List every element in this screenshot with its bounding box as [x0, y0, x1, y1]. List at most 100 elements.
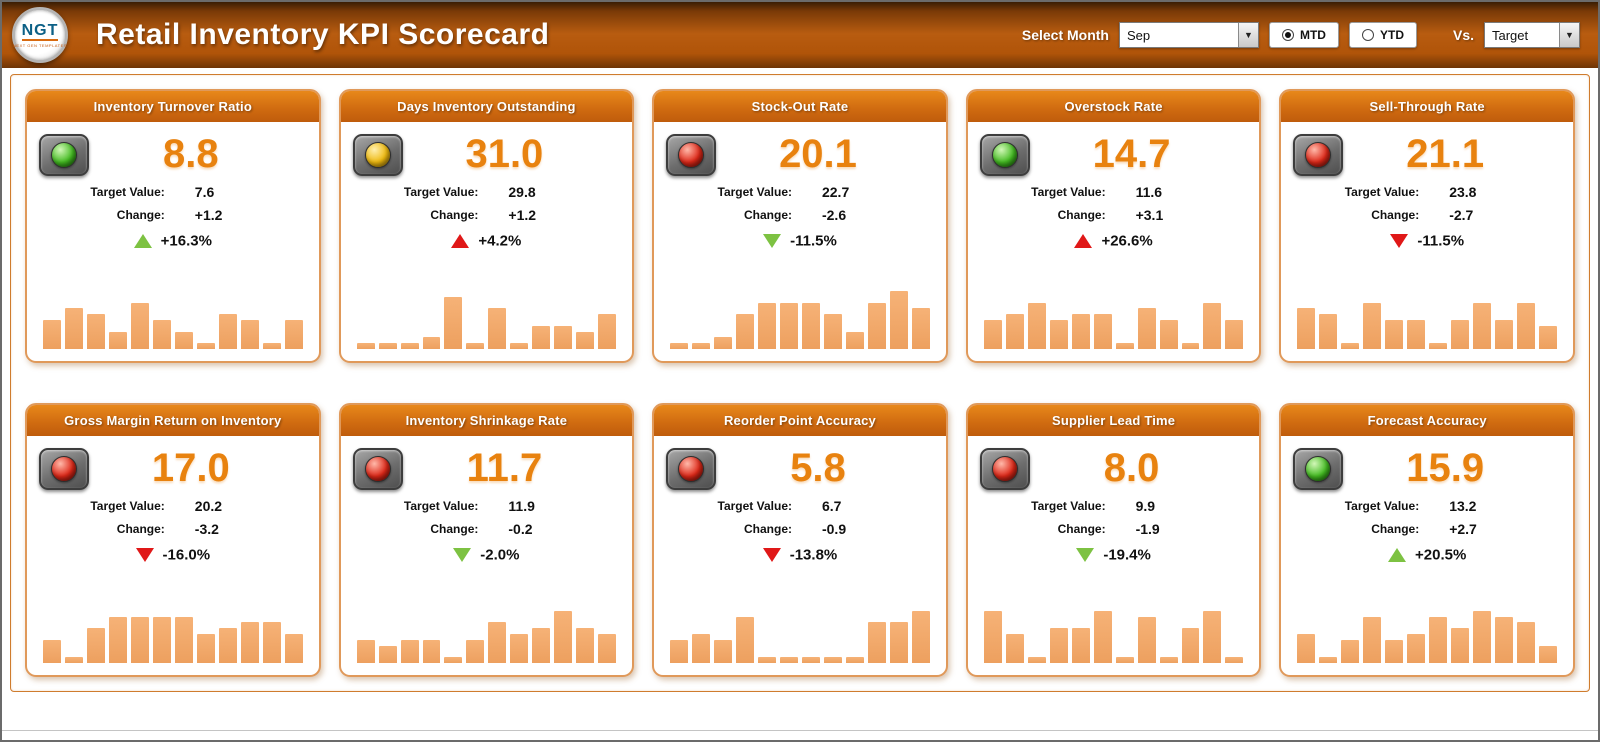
dropdown-arrow-icon[interactable]: ▼ [1237, 23, 1258, 47]
trend-percent: -16.0% [162, 546, 211, 564]
chart-bar [1137, 308, 1156, 349]
chart-bar [1341, 343, 1360, 349]
dropdown-arrow-icon[interactable]: ▼ [1559, 23, 1579, 47]
header: NGT NEXT GEN TEMPLATES Retail Inventory … [2, 2, 1598, 68]
kpi-card-body: 8.8 Target Value: 7.6 Change: +1.2 +16.3% [27, 122, 319, 361]
vs-dropdown-value: Target [1492, 27, 1529, 43]
trend-up-arrow-icon [133, 233, 152, 248]
change-value: +3.1 [1135, 207, 1164, 223]
chart-bar [1049, 628, 1068, 663]
trend-row: -11.5% [666, 232, 934, 252]
month-dropdown[interactable]: Sep ▼ [1118, 22, 1259, 48]
target-value: 6.7 [821, 498, 842, 514]
chart-bar [1363, 617, 1382, 663]
trend-up-arrow-icon [1074, 233, 1093, 248]
chart-bar [378, 343, 397, 349]
kpi-card-body: 8.0 Target Value: 9.9 Change: -1.9 -19.4% [968, 436, 1260, 675]
change-value: +1.2 [508, 207, 537, 223]
change-row: Change: -2.7 [1293, 207, 1561, 223]
ytd-radio[interactable]: YTD [1348, 22, 1417, 48]
target-value: 29.8 [508, 184, 536, 200]
chart-bar [422, 640, 441, 663]
chart-bar [466, 343, 485, 349]
kpi-card-title: Stock-Out Rate [654, 91, 946, 122]
kpi-top-row: 21.1 [1293, 132, 1561, 177]
chart-bar [1071, 628, 1090, 663]
chart-bar [152, 617, 171, 663]
chart-bar [1385, 320, 1404, 349]
chart-bar [1159, 320, 1178, 349]
select-month-label: Select Month [1021, 27, 1109, 43]
chart-bar [911, 308, 930, 349]
kpi-value: 31.0 [465, 132, 544, 176]
chart-bar [554, 326, 573, 349]
chart-bar [1407, 634, 1426, 663]
chart-bar [196, 634, 215, 663]
status-bulb-icon [678, 455, 705, 482]
chart-bar [1407, 320, 1426, 349]
mtd-radio[interactable]: MTD [1268, 22, 1339, 48]
chart-bar [576, 332, 595, 349]
chart-bar [532, 628, 551, 663]
chart-bar [130, 617, 149, 663]
chart-bar [43, 320, 61, 349]
chart-bar [488, 622, 507, 663]
radio-selected-icon [1281, 29, 1294, 41]
chart-bar [1005, 634, 1024, 663]
kpi-card: Overstock Rate 14.7 Target Value: 11.6 Chang… [965, 89, 1262, 363]
chart-bar [1495, 617, 1514, 663]
chart-bar [218, 314, 237, 349]
kpi-card: Inventory Shrinkage Rate 11.7 Target Value… [338, 403, 635, 677]
trend-percent: -11.5% [790, 232, 837, 250]
chart-bar [1093, 611, 1112, 663]
kpi-card-body: 5.8 Target Value: 6.7 Change: -0.9 -13.8% [654, 436, 946, 675]
target-label: Target Value: [717, 185, 792, 199]
mini-bar-chart [666, 605, 934, 663]
kpi-value: 17.0 [151, 446, 230, 490]
chart-bar [983, 320, 1002, 349]
status-light-red-icon [352, 447, 403, 490]
kpi-card-body: 11.7 Target Value: 11.9 Change: -0.2 -2.0% [341, 436, 633, 675]
chart-bar [1341, 640, 1360, 663]
trend-percent: -13.8% [789, 546, 838, 564]
trend-down-arrow-icon [453, 547, 472, 562]
chart-bar [554, 611, 573, 663]
chart-bar [174, 617, 193, 663]
change-row: Change: +3.1 [980, 207, 1248, 223]
logo-subtext: NEXT GEN TEMPLATES [13, 43, 67, 49]
trend-row: +4.2% [353, 232, 621, 252]
ytd-radio-label: YTD [1379, 28, 1404, 42]
chart-bar [510, 343, 529, 349]
trend-down-arrow-icon [1390, 233, 1409, 248]
change-label: Change: [1057, 522, 1106, 536]
kpi-card: Reorder Point Accuracy 5.8 Target Value: 6.… [652, 403, 948, 677]
kpi-card: Stock-Out Rate 20.1 Target Value: 22.7 Chang… [652, 89, 948, 363]
target-value: 9.9 [1135, 498, 1156, 514]
chart-bar [1385, 640, 1404, 663]
chart-bar [240, 622, 259, 663]
vs-dropdown[interactable]: Target ▼ [1484, 22, 1580, 48]
chart-bar [240, 320, 259, 349]
change-row: Change: -0.2 [353, 521, 621, 537]
target-row: Target Value: 23.8 [1293, 184, 1561, 200]
chart-bar [196, 343, 215, 349]
bottom-divider [2, 730, 1598, 731]
kpi-card: Sell-Through Rate 21.1 Target Value: 23.8 Ch… [1279, 89, 1575, 363]
chart-bar [845, 332, 864, 349]
chart-bar [488, 308, 507, 349]
chart-bar [444, 297, 463, 349]
cards-grid: Inventory Turnover Ratio 8.8 Target Value:… [25, 89, 1575, 677]
ngt-logo: NGT NEXT GEN TEMPLATES [12, 7, 68, 63]
chart-bar [1181, 343, 1200, 349]
trend-row: -19.4% [980, 546, 1248, 566]
mini-bar-chart [666, 291, 934, 349]
target-row: Target Value: 11.9 [353, 498, 621, 514]
trend-row: +20.5% [1293, 546, 1561, 566]
kpi-card-title: Days Inventory Outstanding [340, 91, 633, 122]
change-label: Change: [116, 522, 165, 536]
change-row: Change: -3.2 [39, 521, 307, 537]
kpi-value: 14.7 [1092, 132, 1171, 176]
chart-bar [218, 628, 237, 663]
kpi-top-row: 14.7 [979, 132, 1248, 177]
status-light-red-icon [979, 447, 1030, 490]
